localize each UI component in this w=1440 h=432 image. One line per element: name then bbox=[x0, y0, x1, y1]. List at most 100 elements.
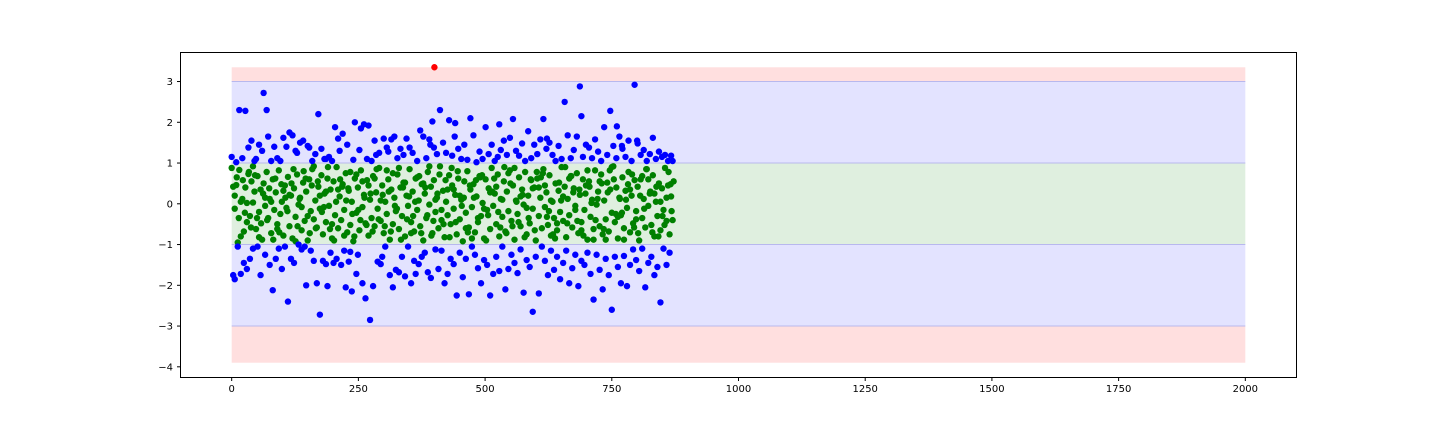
data-point bbox=[591, 167, 599, 174]
data-point bbox=[268, 229, 275, 237]
data-point bbox=[488, 141, 495, 148]
data-point bbox=[459, 273, 466, 281]
data-point bbox=[427, 183, 435, 190]
data-point bbox=[606, 167, 613, 174]
data-point bbox=[512, 147, 520, 155]
data-point bbox=[333, 255, 340, 263]
y-tick-label: −4 bbox=[158, 362, 173, 373]
data-point bbox=[322, 188, 330, 195]
data-point bbox=[293, 171, 301, 178]
data-point bbox=[334, 186, 342, 193]
data-point bbox=[313, 280, 321, 287]
data-point bbox=[322, 218, 330, 226]
data-point bbox=[277, 157, 284, 165]
data-point bbox=[567, 154, 574, 162]
data-point bbox=[236, 106, 243, 114]
band-1 bbox=[231, 81, 1246, 164]
data-point bbox=[415, 260, 422, 268]
data-point bbox=[349, 210, 356, 218]
data-point bbox=[667, 152, 675, 159]
data-point bbox=[233, 181, 240, 189]
data-point bbox=[427, 141, 434, 148]
data-point bbox=[623, 282, 631, 290]
data-point bbox=[239, 154, 246, 162]
data-point bbox=[634, 229, 642, 237]
data-point bbox=[400, 151, 407, 159]
data-point bbox=[505, 265, 512, 273]
data-point bbox=[310, 163, 317, 170]
data-point bbox=[385, 148, 392, 155]
data-point bbox=[550, 266, 558, 274]
data-point bbox=[513, 198, 520, 205]
data-point bbox=[599, 286, 606, 293]
data-point bbox=[588, 199, 595, 207]
data-point bbox=[379, 191, 386, 199]
data-point bbox=[515, 174, 523, 181]
data-point bbox=[561, 98, 568, 106]
data-point bbox=[395, 269, 403, 276]
data-point bbox=[594, 195, 601, 203]
data-point bbox=[371, 137, 378, 144]
data-point bbox=[312, 225, 320, 232]
data-point bbox=[318, 208, 326, 216]
data-point bbox=[318, 172, 325, 179]
data-point bbox=[435, 265, 442, 273]
data-point bbox=[410, 257, 418, 265]
data-point bbox=[459, 238, 466, 245]
data-point bbox=[413, 206, 421, 214]
data-point bbox=[639, 172, 646, 180]
data-point bbox=[271, 206, 278, 214]
data-point bbox=[553, 220, 561, 227]
data-point bbox=[270, 236, 277, 243]
data-point bbox=[605, 271, 612, 279]
data-point bbox=[600, 123, 608, 131]
data-point bbox=[521, 234, 528, 241]
data-point bbox=[523, 204, 530, 212]
data-point bbox=[347, 248, 354, 256]
data-point bbox=[652, 198, 660, 205]
data-point bbox=[527, 176, 534, 183]
data-point bbox=[302, 282, 310, 289]
data-point bbox=[368, 214, 375, 222]
data-point bbox=[626, 229, 634, 236]
data-point bbox=[591, 136, 599, 143]
data-point bbox=[611, 218, 619, 226]
data-point bbox=[401, 179, 409, 186]
data-point bbox=[347, 168, 354, 176]
data-point bbox=[304, 237, 311, 244]
data-point bbox=[260, 180, 267, 187]
data-point bbox=[348, 198, 355, 205]
data-point bbox=[665, 168, 672, 176]
data-point bbox=[657, 198, 664, 205]
data-point bbox=[322, 155, 330, 163]
data-point bbox=[620, 252, 628, 260]
data-point bbox=[307, 207, 314, 215]
data-point bbox=[569, 264, 576, 272]
data-point bbox=[544, 271, 552, 279]
data-point bbox=[605, 228, 612, 235]
data-point bbox=[613, 154, 620, 162]
data-point bbox=[361, 194, 368, 201]
data-point bbox=[362, 295, 369, 302]
data-point bbox=[620, 236, 628, 243]
data-point bbox=[316, 192, 324, 199]
data-point bbox=[331, 212, 339, 219]
data-point bbox=[375, 216, 382, 223]
data-point bbox=[307, 247, 314, 254]
data-point bbox=[559, 259, 567, 267]
data-point bbox=[572, 251, 579, 258]
data-point bbox=[235, 214, 242, 222]
data-point bbox=[421, 249, 428, 256]
data-point bbox=[337, 261, 345, 269]
data-point bbox=[441, 280, 448, 287]
data-point bbox=[233, 174, 240, 181]
x-tick-label: 2000 bbox=[1233, 384, 1258, 395]
data-point bbox=[590, 296, 597, 303]
data-point bbox=[355, 206, 362, 214]
data-point bbox=[562, 234, 570, 241]
data-point bbox=[517, 246, 524, 253]
data-point bbox=[290, 185, 298, 192]
data-point bbox=[660, 206, 667, 214]
data-point bbox=[521, 168, 529, 176]
